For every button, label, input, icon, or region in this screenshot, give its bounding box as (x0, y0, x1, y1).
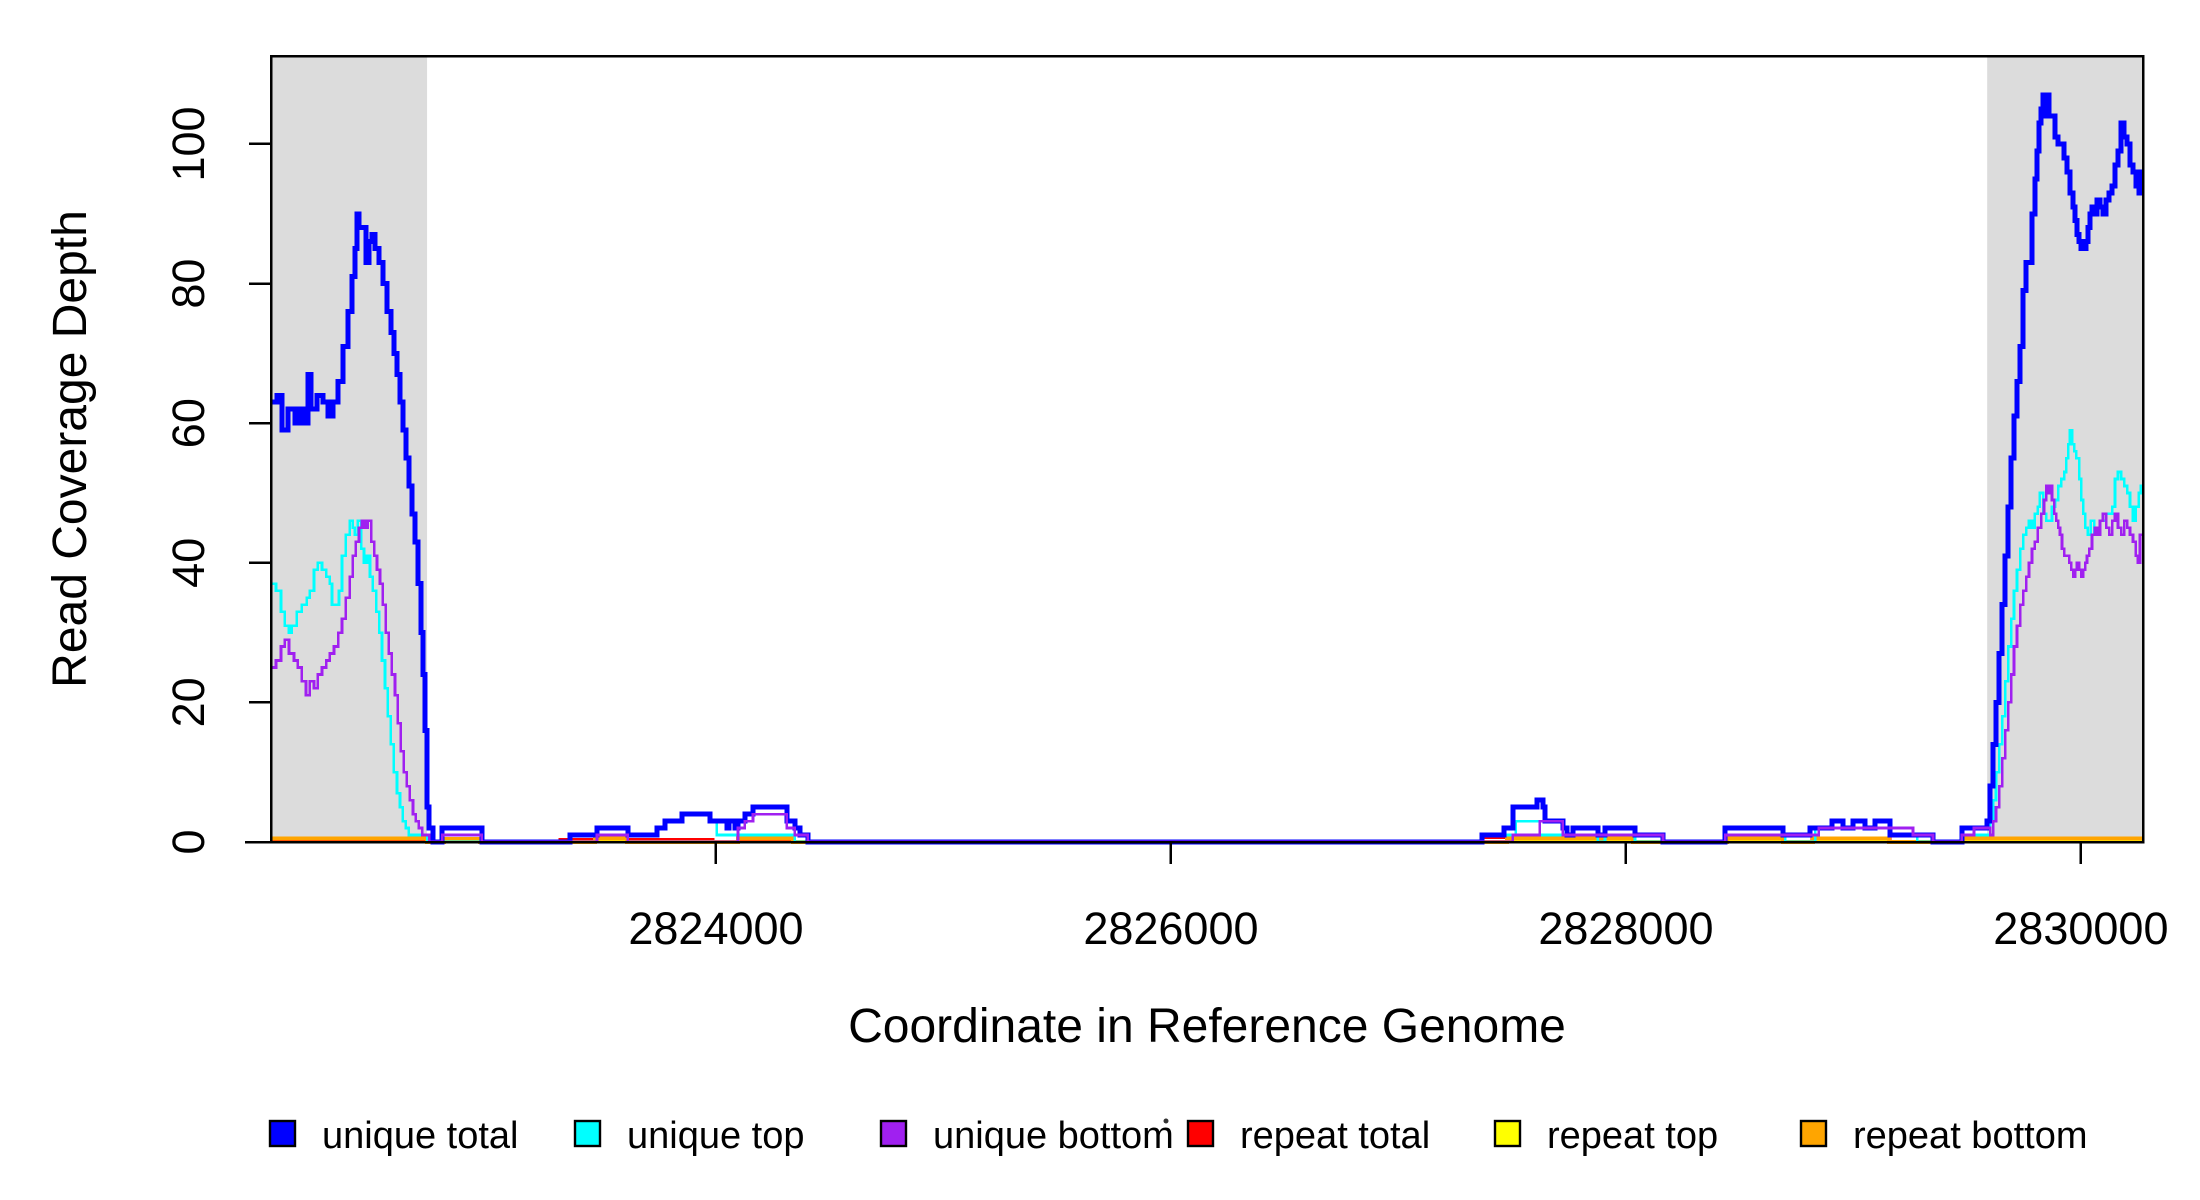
series-unique-bottom (271, 484, 2143, 844)
repeat-region-band-1 (271, 56, 428, 842)
x-tick-label-2830000: 2830000 (1993, 903, 2168, 954)
x-tick-label-2826000: 2826000 (1083, 903, 1258, 954)
legend-swatch-repeat-top (1493, 1119, 1522, 1148)
y-tick-label-80: 80 (163, 259, 214, 309)
legend-swatch-unique-total (268, 1119, 297, 1148)
legend-label-unique-top: unique top (627, 1115, 805, 1157)
series-unique-top (271, 428, 2143, 844)
shaded-repeat-regions (271, 56, 2143, 842)
y-tick-label-20: 20 (163, 677, 214, 727)
y-axis-title: Read Coverage Depth (44, 210, 97, 688)
legend-swatch-repeat-bottom (1799, 1119, 1828, 1148)
series-unique-total (271, 92, 2144, 845)
legend: unique total unique top unique bottom repea… (268, 1115, 2087, 1157)
legend-label-repeat-bottom: repeat bottom (1853, 1115, 2087, 1157)
y-tick-label-100: 100 (163, 106, 214, 181)
legend-swatch-repeat-total (1186, 1119, 1215, 1148)
legend-swatch-unique-bottom (879, 1119, 908, 1148)
y-tick-label-40: 40 (163, 538, 214, 588)
legend-label-unique-bottom: unique bottom (933, 1115, 1174, 1157)
legend-label-repeat-total: repeat total (1240, 1115, 1430, 1157)
plot-frame (245, 54, 2145, 844)
stray-dot (1163, 1118, 1169, 1124)
plot-border (269, 54, 2145, 844)
series-lines (271, 92, 2144, 845)
x-tick-label-2828000: 2828000 (1538, 903, 1713, 954)
x-axis-title: Coordinate in Reference Genome (848, 1000, 1566, 1053)
axes: 2824000 2826000 2828000 2830000 0 20 40 60 80 100 (163, 106, 2168, 954)
y-tick-label-0: 0 (163, 829, 214, 854)
legend-label-repeat-top: repeat top (1547, 1115, 1718, 1157)
legend-swatch-unique-top (573, 1119, 602, 1148)
y-tick-label-60: 60 (163, 398, 214, 448)
x-tick-label-2824000: 2824000 (628, 903, 803, 954)
legend-label-unique-total: unique total (322, 1115, 519, 1157)
